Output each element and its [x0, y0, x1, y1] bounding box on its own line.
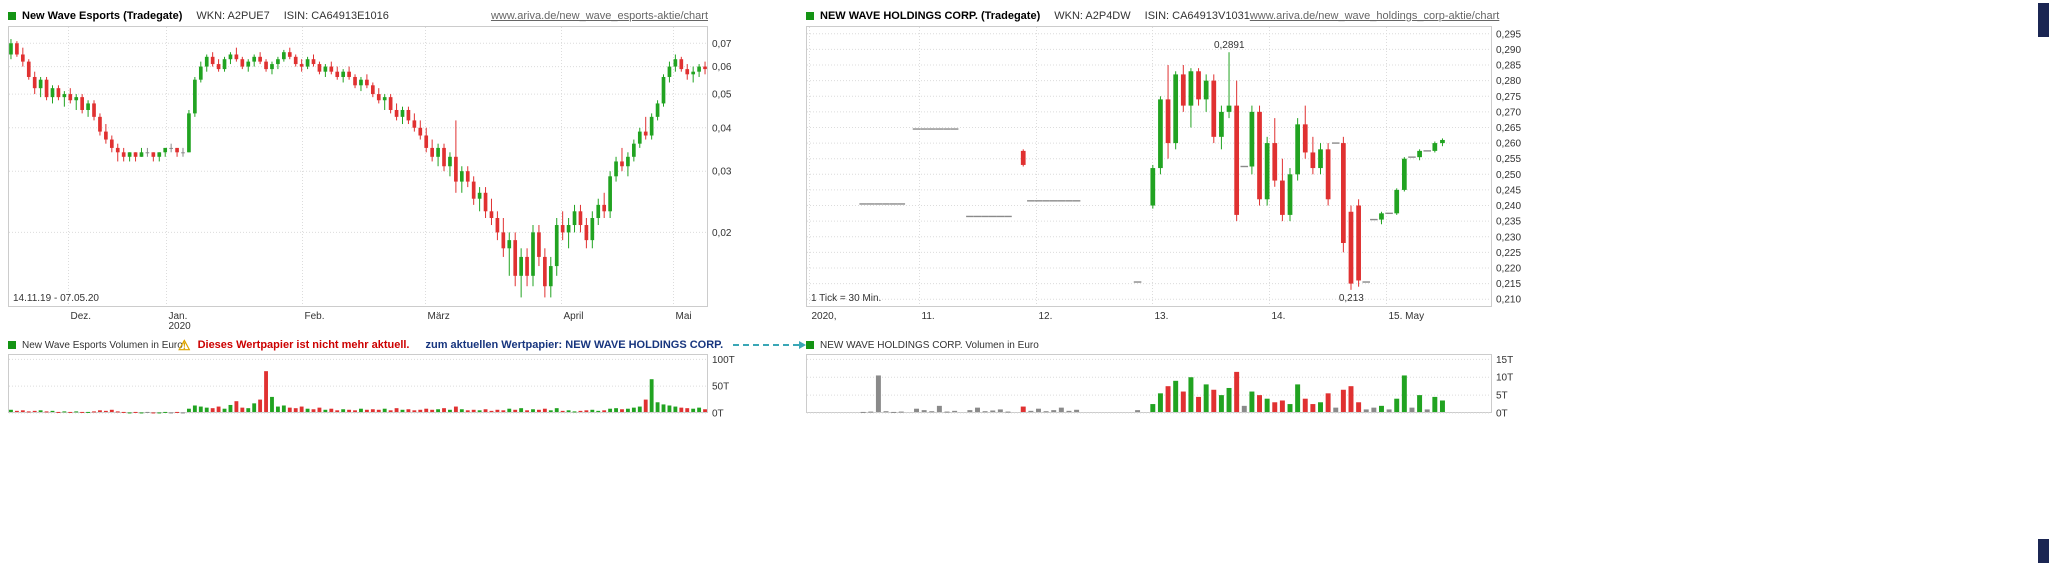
svg-text:Mai: Mai	[676, 311, 692, 322]
volume-header-left: New Wave Esports Volumen in Euro	[8, 338, 183, 352]
svg-text:0T: 0T	[1496, 409, 1508, 420]
svg-text:0,270: 0,270	[1496, 107, 1521, 118]
volume-chart-right: 0T 5T 10T 15T	[806, 354, 1513, 420]
svg-text:11.: 11.	[922, 311, 935, 322]
svg-text:0,02: 0,02	[712, 228, 732, 239]
svg-text:0,213: 0,213	[1339, 293, 1364, 304]
isin-left: ISIN: CA64913E1016	[283, 9, 389, 22]
svg-text:0,245: 0,245	[1496, 185, 1521, 196]
page-edge-fragment-bottom	[2038, 539, 2049, 563]
svg-text:2020: 2020	[169, 321, 192, 332]
svg-text:0,04: 0,04	[712, 123, 732, 134]
series-color-square-icon	[8, 11, 16, 20]
svg-text:13.: 13.	[1155, 311, 1169, 322]
svg-text:0,06: 0,06	[712, 62, 732, 73]
svg-text:15T: 15T	[1496, 355, 1513, 366]
svg-text:0,220: 0,220	[1496, 263, 1521, 274]
svg-text:50T: 50T	[712, 382, 729, 393]
arrow-to-current-security-icon	[733, 340, 807, 349]
svg-text:0,235: 0,235	[1496, 217, 1521, 228]
chart-header-left: New Wave Esports (Tradegate) WKN: A2PUE7…	[8, 8, 708, 23]
volume-header-right: NEW WAVE HOLDINGS CORP. Volumen in Euro	[806, 338, 1039, 352]
wkn-left: WKN: A2PUE7	[196, 9, 270, 22]
svg-text:0T: 0T	[712, 409, 724, 420]
price-chart-left: 0,02 0,03 0,04 0,05 0,06 0,07 Dez. Jan.2020 Feb.…	[8, 26, 732, 332]
volume-title-right: NEW WAVE HOLDINGS CORP. Volumen in Euro	[820, 339, 1039, 351]
svg-text:5T: 5T	[1496, 391, 1508, 402]
chart-url-link-right[interactable]: www.ariva.de/new_wave_holdings_corp-akti…	[1249, 9, 1500, 22]
volume-title-left: New Wave Esports Volumen in Euro	[22, 339, 183, 351]
svg-text:0,230: 0,230	[1496, 232, 1521, 243]
svg-text:2020,: 2020,	[812, 311, 837, 322]
series-color-square-icon	[806, 11, 814, 20]
svg-text:Jan.: Jan.	[169, 311, 188, 322]
svg-text:0,07: 0,07	[712, 39, 732, 50]
chart-title-right: NEW WAVE HOLDINGS CORP. (Tradegate)	[820, 9, 1041, 22]
warning-text: Dieses Wertpapier ist nicht mehr aktuell…	[197, 338, 410, 351]
volume-chart-left: 0T 50T 100T	[8, 354, 735, 420]
series-color-square-icon	[8, 341, 16, 349]
svg-text:April: April	[564, 311, 584, 322]
svg-text:0,03: 0,03	[712, 167, 732, 178]
svg-text:0,290: 0,290	[1496, 45, 1521, 56]
svg-text:14.11.19 - 07.05.20: 14.11.19 - 07.05.20	[13, 293, 99, 304]
svg-text:Dez.: Dez.	[71, 311, 92, 322]
page-edge-fragment-top	[2038, 3, 2049, 37]
svg-text:15. May: 15. May	[1389, 311, 1425, 322]
price-chart-right: 0,210 0,215 0,220 0,225 0,230 0,235 0,240 0,245…	[806, 26, 1521, 322]
svg-text:0,215: 0,215	[1496, 279, 1521, 290]
svg-text:0,280: 0,280	[1496, 76, 1521, 87]
svg-text:10T: 10T	[1496, 373, 1513, 384]
series-color-square-icon	[806, 341, 814, 349]
chart-url-link-left[interactable]: www.ariva.de/new_wave_esports-aktie/char…	[490, 9, 708, 22]
svg-text:1 Tick = 30 Min.: 1 Tick = 30 Min.	[811, 293, 881, 304]
svg-text:0,2891: 0,2891	[1214, 40, 1245, 51]
svg-text:14.: 14.	[1272, 311, 1286, 322]
security-outdated-notice: ⚠ Dieses Wertpapier ist nicht mehr aktue…	[178, 336, 807, 353]
svg-text:März: März	[428, 311, 450, 322]
chart-title-left: New Wave Esports (Tradegate)	[22, 9, 183, 22]
svg-text:0,240: 0,240	[1496, 201, 1521, 212]
svg-text:0,05: 0,05	[712, 90, 732, 101]
svg-text:0,260: 0,260	[1496, 139, 1521, 150]
isin-right: ISIN: CA64913V1031	[1144, 9, 1250, 22]
svg-text:0,295: 0,295	[1496, 29, 1521, 40]
svg-text:0,250: 0,250	[1496, 170, 1521, 181]
svg-text:0,275: 0,275	[1496, 92, 1521, 103]
svg-text:0,225: 0,225	[1496, 248, 1521, 259]
current-security-link[interactable]: zum aktuellen Wertpapier: NEW WAVE HOLDI…	[425, 338, 724, 351]
svg-text:0,210: 0,210	[1496, 295, 1521, 306]
svg-text:100T: 100T	[712, 355, 735, 366]
chart-header-right: NEW WAVE HOLDINGS CORP. (Tradegate) WKN:…	[806, 8, 1499, 23]
svg-text:0,255: 0,255	[1496, 154, 1521, 165]
svg-text:0,265: 0,265	[1496, 123, 1521, 134]
warning-icon: ⚠	[178, 336, 191, 353]
svg-text:0,285: 0,285	[1496, 61, 1521, 72]
wkn-right: WKN: A2P4DW	[1054, 9, 1131, 22]
svg-text:12.: 12.	[1039, 311, 1053, 322]
svg-text:Feb.: Feb.	[305, 311, 325, 322]
